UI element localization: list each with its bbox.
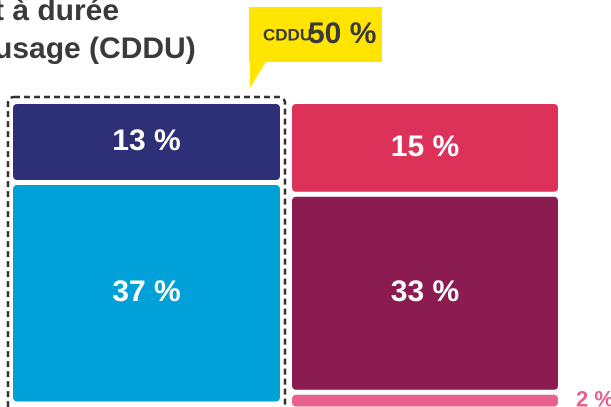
segment <box>292 104 558 192</box>
segment-label: 15 % <box>391 130 459 163</box>
callout-value: 50 % <box>308 17 376 50</box>
segment-label: 37 % <box>112 275 180 308</box>
segment <box>292 196 558 390</box>
segment <box>13 104 280 181</box>
callout-box <box>249 7 382 88</box>
segment <box>292 394 558 407</box>
callout-label: CDDU <box>263 25 312 44</box>
title-line: t à durée <box>0 0 119 27</box>
segment-label: 2 % <box>576 386 611 407</box>
segment <box>13 185 280 402</box>
segment-label: 33 % <box>391 275 459 308</box>
title-line: usage (CDDU) <box>0 32 196 65</box>
group-outline <box>6 95 287 407</box>
segment-label: 13 % <box>112 124 180 157</box>
